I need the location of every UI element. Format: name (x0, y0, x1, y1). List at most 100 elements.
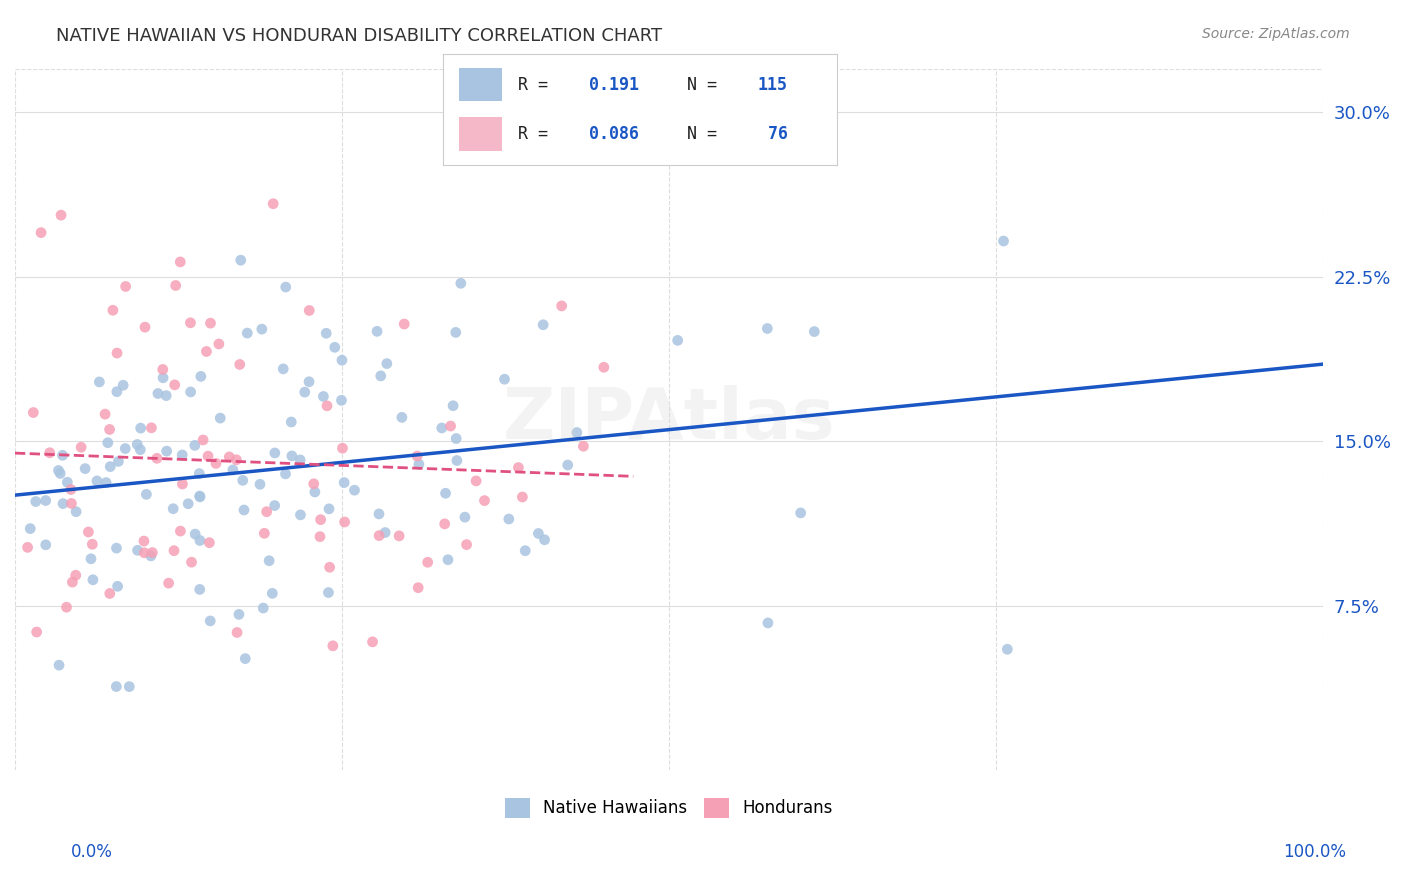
Point (361, 635, 384, 649)
Point (368, 507, 391, 521)
Point (165, 278, 187, 293)
Point (190, 369, 212, 384)
Point (180, 555, 202, 569)
Point (65, 505, 87, 519)
Point (162, 501, 184, 516)
Point (572, 439, 595, 453)
Point (180, 384, 202, 399)
Text: 115: 115 (758, 76, 787, 94)
Point (200, 614, 222, 628)
Point (112, 378, 135, 392)
Point (55, 600, 77, 615)
Point (439, 419, 461, 434)
Point (226, 625, 249, 640)
Point (94, 475, 117, 490)
Point (803, 325, 825, 339)
Point (114, 442, 136, 456)
Point (253, 526, 276, 541)
Point (172, 477, 194, 491)
Point (59, 483, 82, 497)
Point (129, 442, 152, 457)
Point (550, 299, 572, 313)
Point (454, 510, 477, 524)
Point (51, 448, 73, 462)
Point (188, 489, 211, 503)
Point (205, 457, 228, 471)
Point (195, 344, 218, 359)
Point (290, 508, 312, 522)
Point (318, 585, 340, 599)
Point (262, 196, 284, 211)
Point (127, 437, 149, 451)
Point (127, 543, 149, 558)
Point (333, 515, 356, 529)
Point (35, 538, 58, 552)
Point (229, 253, 252, 268)
Point (146, 451, 169, 466)
Point (312, 389, 335, 403)
Point (494, 372, 516, 386)
Point (157, 576, 180, 591)
Text: ZIPAtlas: ZIPAtlas (502, 384, 835, 454)
Point (515, 543, 537, 558)
Point (209, 411, 232, 425)
Point (152, 371, 174, 385)
Point (406, 449, 429, 463)
Point (474, 493, 496, 508)
Point (75, 461, 97, 475)
Point (82, 573, 104, 587)
Point (565, 425, 588, 440)
Point (163, 377, 186, 392)
Point (394, 317, 416, 331)
Point (188, 533, 211, 548)
Point (498, 512, 520, 526)
Point (368, 528, 391, 542)
Point (134, 320, 156, 334)
Point (294, 385, 316, 400)
Point (188, 490, 211, 504)
Point (105, 346, 128, 360)
Point (97, 435, 120, 450)
Point (298, 375, 321, 389)
Point (430, 421, 453, 435)
Point (252, 601, 274, 615)
Point (141, 545, 163, 559)
Bar (458, 68, 502, 102)
Point (318, 560, 340, 574)
Point (118, 680, 141, 694)
Point (218, 450, 240, 464)
Point (65, 568, 87, 582)
Point (756, 615, 779, 630)
Point (139, 549, 162, 563)
Point (107, 454, 129, 468)
Text: Source: ZipAtlas.com: Source: ZipAtlas.com (1202, 27, 1350, 41)
Point (323, 340, 346, 354)
Point (34, 493, 56, 508)
Point (446, 453, 468, 467)
Text: 0.191: 0.191 (589, 76, 638, 94)
Point (169, 524, 191, 538)
Text: R =: R = (517, 125, 558, 143)
Point (49, 467, 72, 481)
Point (416, 555, 439, 569)
Point (262, 586, 284, 600)
Point (155, 389, 177, 403)
Point (433, 516, 456, 531)
Point (98, 459, 121, 474)
Point (508, 460, 530, 475)
Point (271, 362, 294, 376)
Point (141, 421, 163, 435)
Point (48, 463, 70, 477)
Point (146, 386, 169, 401)
Point (304, 485, 326, 500)
Point (200, 316, 222, 330)
Point (179, 316, 201, 330)
Point (77, 524, 100, 539)
Point (257, 554, 280, 568)
Point (49, 208, 72, 222)
Point (38, 446, 60, 460)
Point (191, 433, 214, 447)
Point (94, 407, 117, 421)
Text: 76: 76 (758, 125, 787, 143)
Point (152, 362, 174, 376)
